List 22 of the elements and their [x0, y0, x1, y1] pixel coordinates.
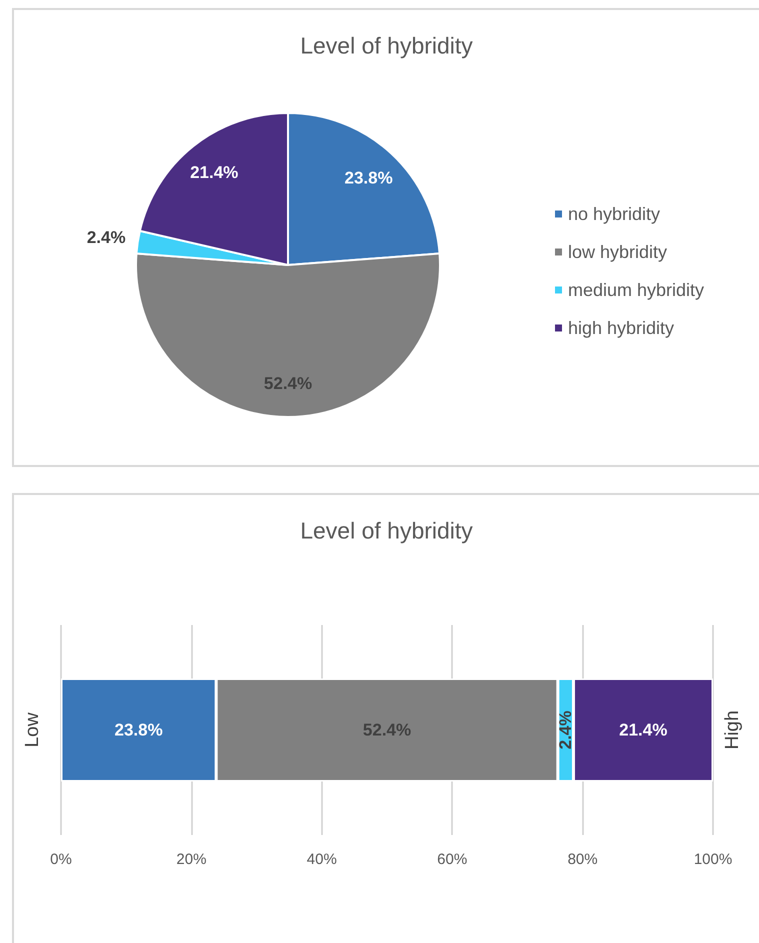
x-tick-label: 20% [176, 851, 206, 868]
data-label: 21.4% [619, 720, 668, 740]
chart-title: Level of hybridity [300, 32, 474, 58]
legend-label: no hybridity [568, 204, 660, 224]
y2-axis-title: High [722, 710, 743, 750]
x-tick-label: 100% [694, 851, 732, 868]
data-label: 2.4% [86, 228, 126, 247]
data-label: 23.8% [344, 168, 393, 188]
data-label: 21.4% [190, 162, 238, 182]
x-tick-label: 80% [568, 851, 598, 868]
x-tick-label: 60% [437, 851, 468, 868]
data-label: 2.4% [556, 710, 576, 750]
legend-label: low hybridity [568, 242, 668, 262]
x-tick-label: 40% [306, 851, 337, 868]
legend-label: high hybridity [568, 318, 674, 338]
data-label: 23.8% [114, 720, 163, 740]
data-label: 52.4% [264, 374, 312, 394]
data-label: 52.4% [362, 720, 412, 740]
legend-label: medium hybridity [568, 280, 704, 300]
y-axis-title: Low [22, 712, 44, 748]
x-tick-label: 0% [50, 851, 72, 868]
chart-title: Level of hybridity [300, 518, 474, 544]
